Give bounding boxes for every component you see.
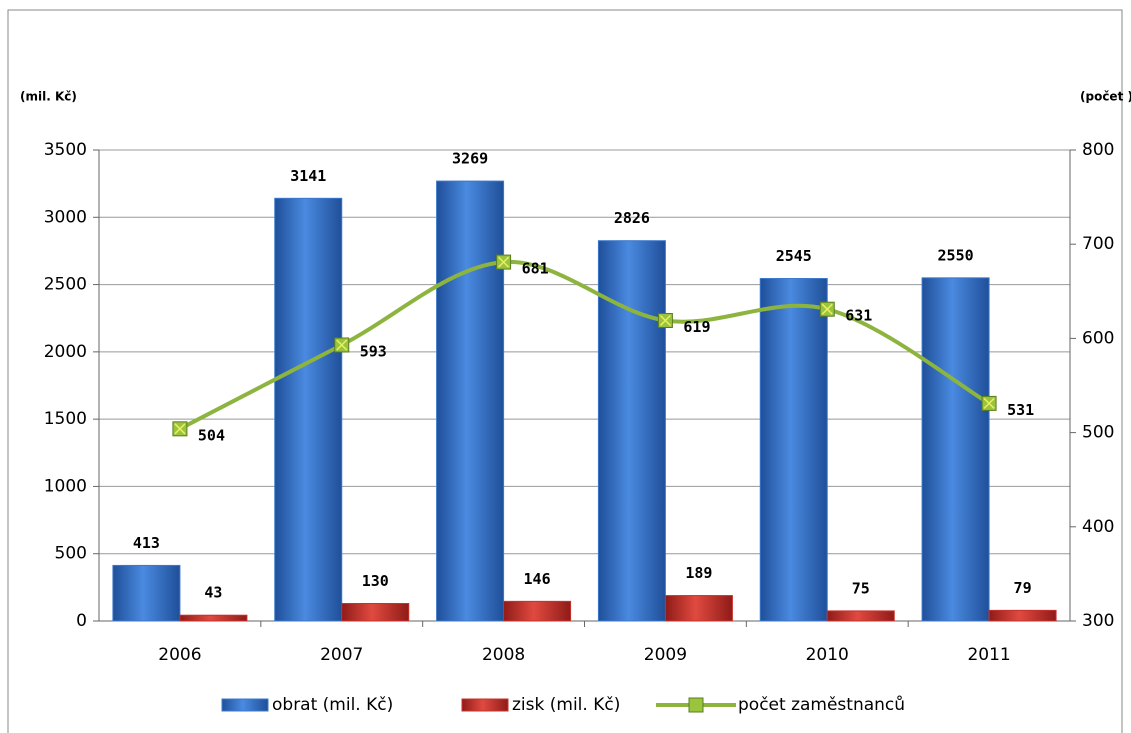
value-label: 75 — [852, 579, 870, 597]
line — [178, 260, 991, 431]
bar — [179, 614, 248, 622]
y-tick-label: 2000 — [44, 342, 87, 362]
y-tick-label: 1000 — [44, 476, 87, 496]
bar — [988, 609, 1057, 622]
value-label: 631 — [845, 307, 872, 325]
value-label: 593 — [360, 342, 387, 360]
y-tick-label: 500 — [55, 544, 87, 564]
bar — [759, 278, 828, 622]
value-label: 146 — [524, 570, 551, 588]
legend-swatch — [461, 698, 509, 712]
bar — [274, 197, 343, 622]
bar — [826, 610, 895, 622]
marker-cross — [336, 339, 348, 351]
bar — [503, 600, 572, 622]
marker-cross — [659, 314, 671, 327]
y2-tick-label: 300 — [1082, 611, 1114, 631]
legend-label: zisk (mil. Kč) — [512, 695, 620, 715]
x-tick-label: 2009 — [644, 645, 687, 665]
value-label: 79 — [1014, 579, 1032, 597]
value-label: 43 — [204, 584, 222, 602]
y-tick-label: 3500 — [44, 140, 87, 160]
y-tick-label: 0 — [76, 611, 87, 631]
value-label: 130 — [362, 572, 389, 590]
bar — [341, 603, 410, 622]
value-label: 3141 — [290, 167, 326, 185]
y2-tick-label: 800 — [1082, 140, 1114, 160]
x-tick-label: 2011 — [967, 645, 1010, 665]
marker-cross — [174, 423, 186, 435]
y-tick-label: 1500 — [44, 409, 87, 429]
y2-tick-label: 600 — [1082, 328, 1114, 348]
bar — [921, 277, 990, 622]
legend-label: obrat (mil. Kč) — [272, 695, 393, 715]
y-tick-label: 3000 — [44, 207, 87, 227]
x-tick-label: 2006 — [158, 645, 201, 665]
value-label: 3269 — [452, 150, 488, 168]
value-label: 189 — [685, 564, 712, 582]
bar — [112, 564, 181, 622]
value-label: 413 — [133, 534, 160, 552]
marker-cross — [821, 303, 833, 315]
x-tick-label: 2010 — [806, 645, 849, 665]
y2-axis-label: (počet ) — [1080, 90, 1131, 104]
value-label: 2826 — [614, 209, 650, 227]
chart-border — [7, 9, 1123, 733]
value-label: 531 — [1007, 401, 1034, 419]
legend-label: počet zaměstnanců — [738, 695, 905, 715]
legend-marker — [688, 697, 704, 713]
marker-cross — [983, 397, 995, 409]
x-tick-label: 2007 — [320, 645, 363, 665]
y2-tick-label: 500 — [1082, 423, 1114, 443]
bar — [436, 180, 505, 622]
marker-cross — [498, 256, 510, 268]
bar — [597, 240, 666, 622]
y-axis-label: (mil. Kč) — [20, 90, 77, 104]
y2-tick-label: 700 — [1082, 234, 1114, 254]
value-label: 504 — [198, 426, 225, 444]
legend-swatch — [221, 698, 269, 712]
y-tick-label: 2500 — [44, 275, 87, 295]
value-label: 681 — [522, 260, 549, 278]
value-label: 2545 — [776, 247, 812, 265]
value-label: 619 — [683, 318, 710, 336]
bar — [664, 595, 733, 622]
x-tick-label: 2008 — [482, 645, 525, 665]
y2-tick-label: 400 — [1082, 517, 1114, 537]
value-label: 2550 — [938, 246, 974, 264]
